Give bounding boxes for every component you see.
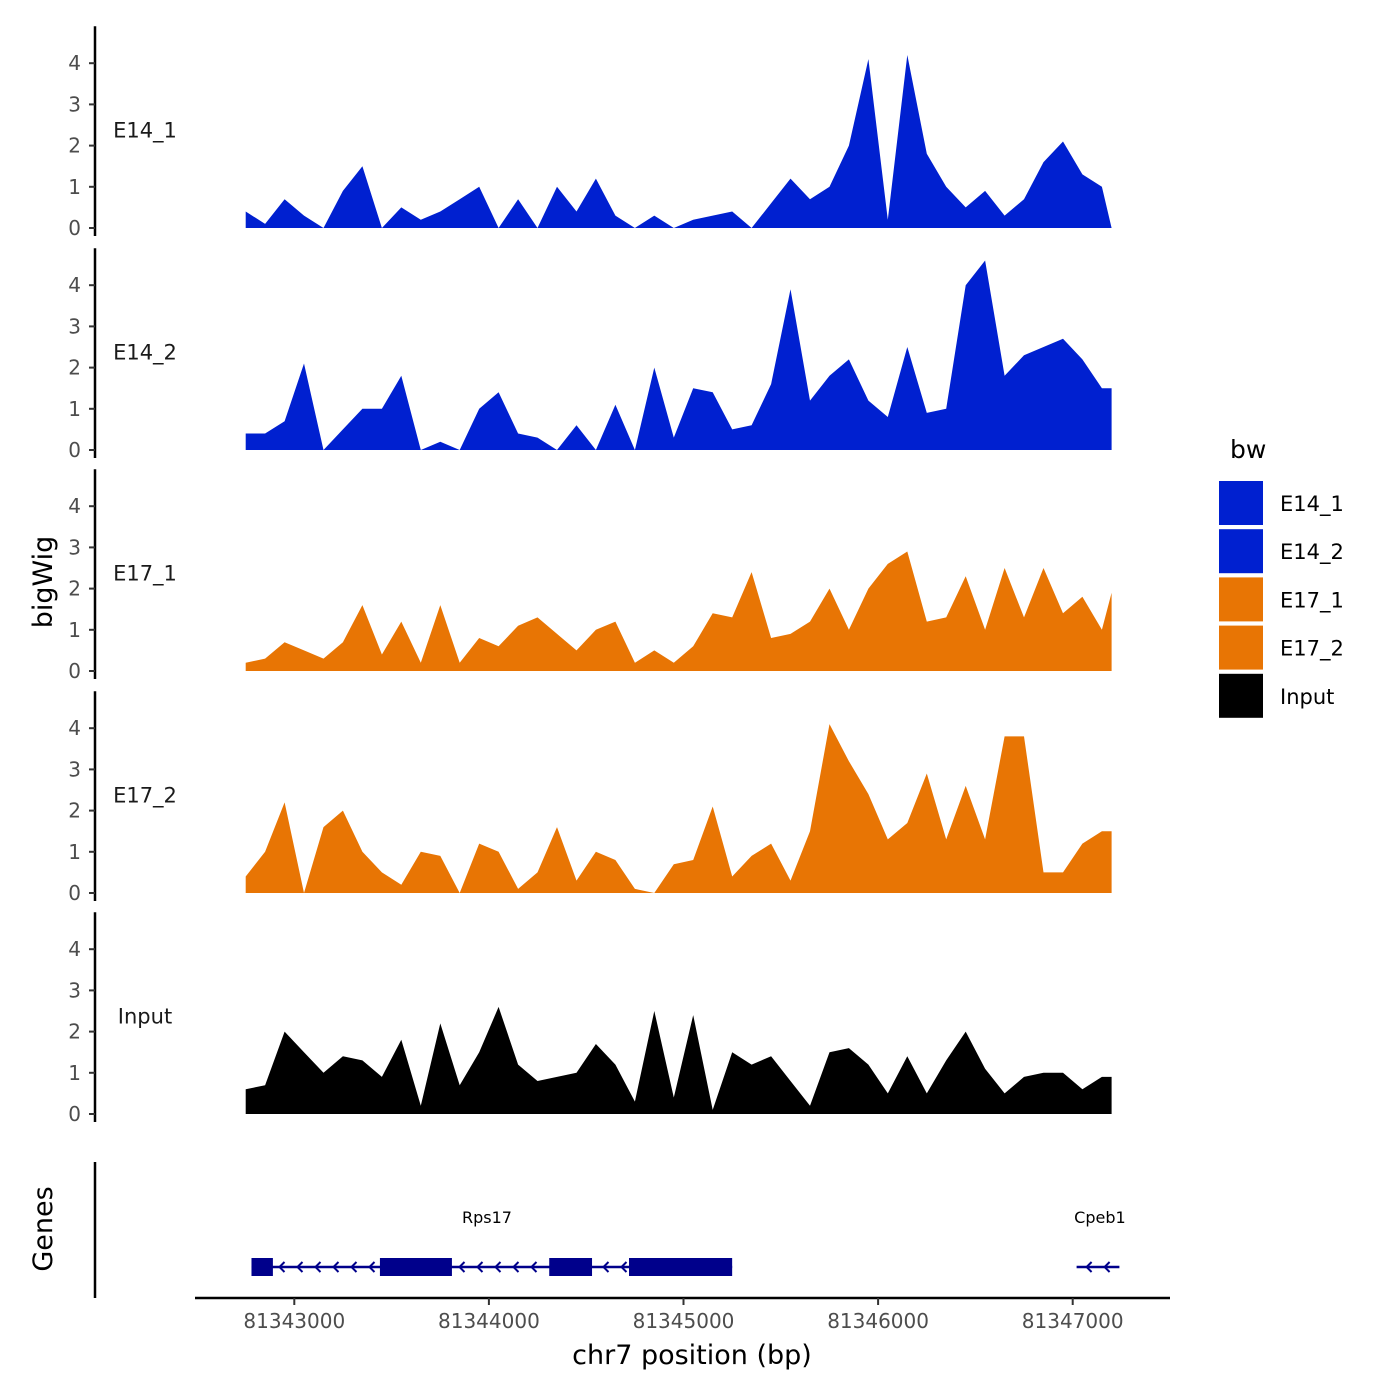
y-tick-label: 0 [68, 881, 81, 905]
legend-label: E17_2 [1280, 637, 1344, 662]
x-tick-label: 81347000 [1022, 1309, 1124, 1333]
strand-arrow [512, 1261, 520, 1273]
y-tick-label: 3 [68, 314, 81, 338]
track-E14_1: 0 1 2 3 4 E14_1 [68, 26, 1112, 240]
strand-arrow [458, 1261, 466, 1273]
strand-arrow [368, 1261, 376, 1273]
exon-block [251, 1258, 273, 1276]
gene-label: Rps17 [462, 1208, 512, 1227]
y-tick-label: 4 [68, 51, 81, 75]
track-Input: 0 1 2 3 4 Input [68, 912, 1112, 1126]
exon-block [549, 1258, 593, 1276]
legend-label: E14_1 [1280, 492, 1344, 517]
x-tick-label: 81346000 [827, 1309, 929, 1333]
track-label: E17_2 [113, 783, 177, 808]
strand-arrow [476, 1261, 484, 1273]
coverage-area-E14_1 [245, 55, 1112, 228]
strand-arrow [494, 1261, 502, 1273]
genes-panel-label: Genes [28, 1186, 59, 1271]
gene-Rps17: Rps17 [251, 1208, 733, 1276]
y-tick-label: 2 [68, 799, 81, 823]
x-tick-label: 81343000 [243, 1309, 345, 1333]
strand-arrow [620, 1261, 628, 1273]
coverage-area-Input [245, 1006, 1112, 1114]
y-tick-label: 4 [68, 273, 81, 297]
y-tick-label: 2 [68, 356, 81, 380]
strand-arrow [602, 1261, 610, 1273]
y-tick-label: 4 [68, 716, 81, 740]
coverage-area-E14_2 [245, 260, 1112, 450]
x-axis-title: chr7 position (bp) [572, 1340, 812, 1371]
y-tick-label: 0 [68, 216, 81, 240]
strand-arrow [530, 1261, 538, 1273]
strand-arrow [314, 1261, 322, 1273]
y-tick-label: 0 [68, 1102, 81, 1126]
legend-key-Input [1219, 673, 1263, 718]
exon-block [629, 1258, 733, 1276]
gene-label: Cpeb1 [1074, 1208, 1126, 1227]
legend-label: E14_2 [1280, 540, 1344, 565]
strand-arrow [296, 1261, 304, 1273]
track-label: E14_2 [113, 340, 177, 365]
y-tick-label: 2 [68, 134, 81, 158]
track-E17_1: 0 1 2 3 4 E17_1 [68, 469, 1112, 683]
y-tick-label: 4 [68, 937, 81, 961]
y-tick-label: 3 [68, 92, 81, 116]
strand-arrow [332, 1261, 340, 1273]
coverage-tracks: 0 1 2 3 4 E14_1 0 1 2 3 4 E14_2 0 1 2 3 4 E17_1 0 1 2 3 4 E17_2… [68, 26, 1112, 1126]
x-axis: 81343000 81344000 81345000 81346000 81347000 [195, 1296, 1170, 1333]
gene-annotation-track: Rps17 Cpeb1 [93, 1162, 1126, 1298]
y-tick-label: 2 [68, 577, 81, 601]
y-tick-label: 3 [68, 978, 81, 1002]
strand-arrow [350, 1261, 358, 1273]
legend-key-E17_2 [1219, 625, 1263, 670]
y-tick-label: 0 [68, 438, 81, 462]
coverage-area-E17_1 [245, 551, 1112, 671]
y-tick-label: 1 [68, 175, 81, 199]
x-tick-label: 81345000 [633, 1309, 735, 1333]
legend-key-E17_1 [1219, 577, 1263, 622]
legend-key-E14_2 [1219, 529, 1263, 574]
strand-arrow [1103, 1261, 1111, 1273]
track-E14_2: 0 1 2 3 4 E14_2 [68, 248, 1112, 462]
track-label: Input [118, 1004, 172, 1028]
gene-Cpeb1: Cpeb1 [1074, 1208, 1126, 1273]
x-tick-label: 81344000 [438, 1309, 540, 1333]
y-tick-label: 1 [68, 840, 81, 864]
y-tick-label: 3 [68, 535, 81, 559]
legend-label: E17_1 [1280, 588, 1344, 613]
track-label: E17_1 [113, 561, 177, 586]
coverage-area-E17_2 [245, 724, 1112, 893]
strand-arrow [1085, 1261, 1093, 1273]
y-tick-label: 1 [68, 397, 81, 421]
strand-arrow [278, 1261, 286, 1273]
y-axis-title: bigWig [28, 536, 59, 629]
y-tick-label: 4 [68, 494, 81, 518]
track-E17_2: 0 1 2 3 4 E17_2 [68, 691, 1112, 905]
legend-title: bw [1230, 435, 1266, 464]
legend-key-E14_1 [1219, 481, 1263, 525]
y-tick-label: 2 [68, 1020, 81, 1044]
track-label: E14_1 [113, 118, 177, 143]
legend: E14_1 E14_2 E17_1 E17_2 Input [1219, 481, 1344, 718]
y-tick-label: 1 [68, 1061, 81, 1085]
exon-block [379, 1258, 452, 1276]
legend-label: Input [1280, 685, 1334, 709]
y-tick-label: 0 [68, 659, 81, 683]
y-tick-label: 1 [68, 618, 81, 642]
y-tick-label: 3 [68, 757, 81, 781]
